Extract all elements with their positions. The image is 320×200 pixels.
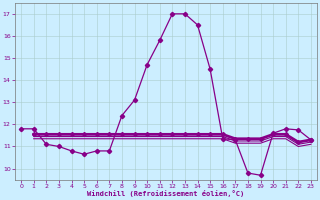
X-axis label: Windchill (Refroidissement éolien,°C): Windchill (Refroidissement éolien,°C) (87, 190, 245, 197)
